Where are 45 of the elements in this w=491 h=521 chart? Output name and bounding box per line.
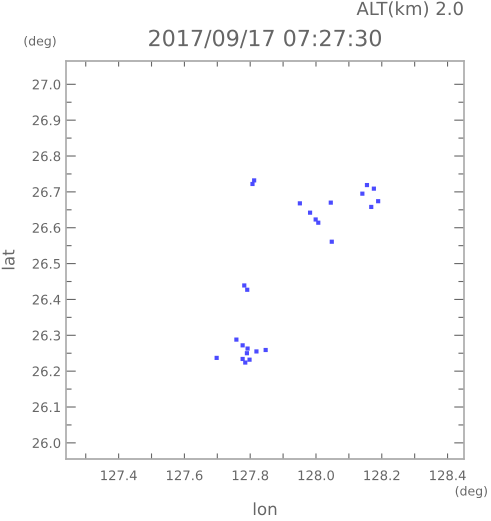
point: [250, 182, 255, 186]
point: [376, 199, 380, 204]
y-tick-label: 26.8: [32, 151, 60, 162]
point: [245, 346, 250, 351]
point: [372, 186, 376, 191]
x-tick-label: 127.8: [232, 470, 268, 480]
y-tick-label: 26.3: [32, 330, 60, 340]
y-tick-label: 26.4: [32, 294, 60, 305]
point: [254, 349, 259, 354]
text: (deg): [24, 36, 56, 48]
point: [264, 348, 268, 352]
text: (deg): [456, 486, 487, 498]
point: [245, 288, 250, 292]
point: [247, 358, 252, 362]
y-tick-label: 26.0: [32, 438, 60, 448]
point: [298, 201, 302, 206]
point: [240, 343, 245, 348]
point: [330, 240, 334, 244]
point: [369, 204, 374, 210]
point: [242, 283, 246, 288]
x-axis-title: lon: [254, 502, 276, 516]
y-tick-label: 26.2: [32, 366, 60, 376]
y-tick-label: 26.7: [32, 187, 60, 198]
point: [244, 351, 249, 356]
chart-subtitle: ALT(km) 2.0: [356, 1, 463, 18]
x-tick-label: 127.6: [166, 470, 202, 480]
point: [316, 220, 320, 225]
point: [328, 200, 333, 205]
y-tick-label: 26.5: [32, 258, 60, 269]
point: [234, 338, 238, 342]
y-axis-title: lat: [2, 250, 15, 270]
y-tick-label: 26.6: [32, 222, 60, 233]
chart-title: 2017/09/17 07:27:30: [149, 30, 381, 48]
y-tick-label: 26.1: [32, 402, 60, 412]
x-tick-label: 128.0: [298, 470, 334, 480]
point: [214, 356, 219, 360]
point: [243, 360, 248, 365]
x-tick-label: 127.4: [101, 470, 137, 480]
point: [308, 210, 312, 215]
y-tick-label: 26.9: [32, 115, 60, 126]
point: [364, 182, 370, 188]
x-tick-label: 128.4: [430, 470, 466, 480]
y-tick-label: 27.0: [32, 80, 60, 90]
point: [360, 192, 364, 196]
x-tick-label: 128.2: [364, 470, 400, 480]
